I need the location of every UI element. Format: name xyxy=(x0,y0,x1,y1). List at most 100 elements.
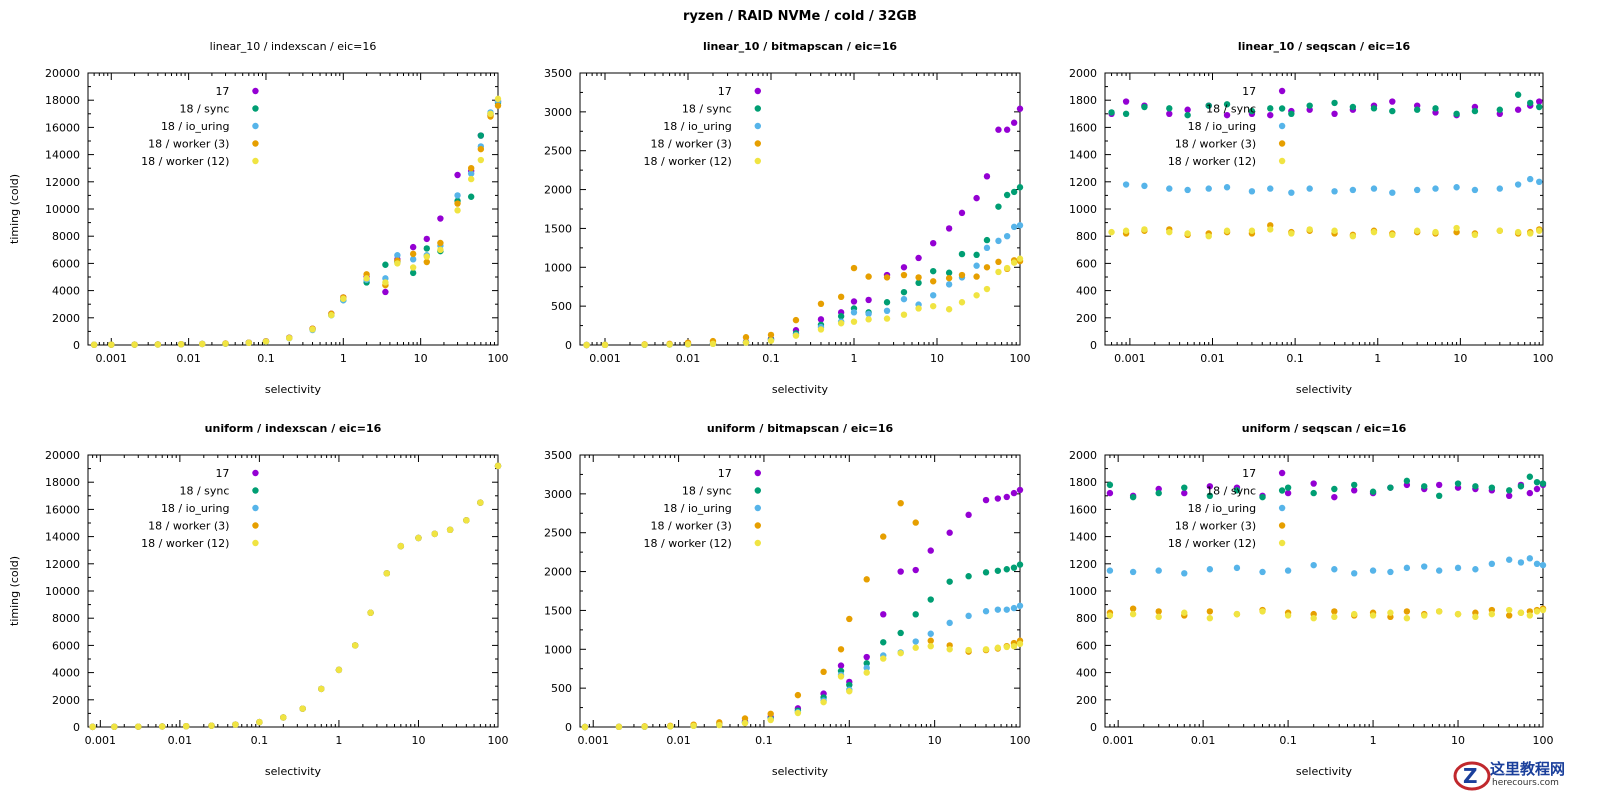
data-point xyxy=(262,338,270,345)
legend-marker xyxy=(252,504,259,512)
chart-title: uniform / seqscan / eic=16 xyxy=(1242,422,1407,435)
y-tick-label: 20000 xyxy=(45,449,80,462)
data-point xyxy=(1517,559,1525,566)
x-tick-label: 100 xyxy=(1533,734,1554,747)
legend-label: 18 / sync xyxy=(682,103,732,116)
data-point xyxy=(423,245,430,252)
data-point xyxy=(182,722,190,730)
series-18-io-uring xyxy=(1122,175,1543,196)
x-tick-label: 1 xyxy=(1374,352,1381,365)
data-point xyxy=(394,252,401,259)
data-point xyxy=(958,250,966,258)
x-tick-label: 1 xyxy=(1370,734,1377,747)
y-tick-label: 200 xyxy=(1076,694,1097,707)
data-point xyxy=(1526,489,1534,497)
chart-panel-1: linear_10 / indexscan / eic=16 0 2000 4000 6… xyxy=(8,40,509,396)
y-tick-label: 1600 xyxy=(1069,503,1097,516)
data-point xyxy=(1505,487,1513,494)
data-point xyxy=(1233,487,1241,494)
data-point xyxy=(1205,102,1212,109)
data-point xyxy=(1331,99,1338,107)
data-point xyxy=(1122,98,1130,105)
legend-label: 18 / worker (3) xyxy=(148,520,229,533)
data-point xyxy=(111,723,118,730)
legend-label: 18 / sync xyxy=(1206,103,1256,116)
data-point xyxy=(1505,492,1513,499)
data-point xyxy=(690,722,697,730)
x-tick-label: 0.01 xyxy=(168,734,193,747)
data-point xyxy=(1184,230,1191,237)
data-point xyxy=(1003,126,1011,133)
data-point xyxy=(897,568,904,575)
y-tick-label: 1800 xyxy=(1069,94,1097,107)
data-point xyxy=(382,288,389,296)
data-point xyxy=(1010,604,1018,612)
data-point xyxy=(1471,186,1479,194)
data-point xyxy=(409,269,417,277)
data-point xyxy=(1472,566,1479,573)
data-point xyxy=(286,334,293,342)
data-point xyxy=(883,307,891,315)
data-point xyxy=(1206,566,1214,573)
x-tick-label: 100 xyxy=(488,352,509,365)
data-point xyxy=(973,194,980,202)
data-point xyxy=(1533,608,1541,615)
y-tick-label: 3000 xyxy=(544,488,572,501)
plot-frame xyxy=(579,454,1021,728)
legend-marker xyxy=(252,469,259,477)
data-point xyxy=(865,310,872,318)
data-point xyxy=(863,664,870,672)
data-point xyxy=(912,644,919,651)
data-point xyxy=(958,299,966,306)
data-point xyxy=(929,239,937,247)
data-point xyxy=(397,542,405,550)
data-point xyxy=(927,630,934,637)
data-point xyxy=(1527,175,1534,183)
legend-marker xyxy=(1278,504,1286,512)
data-point xyxy=(1233,564,1241,572)
y-tick-label: 0 xyxy=(565,721,572,734)
chart-title: linear_10 / indexscan / eic=16 xyxy=(210,40,377,53)
x-axis-label: selectivity xyxy=(1296,383,1353,396)
data-point xyxy=(1310,489,1317,497)
data-point xyxy=(382,261,389,268)
data-point xyxy=(1533,485,1541,493)
legend-marker xyxy=(252,122,259,130)
legend-label: 18 / sync xyxy=(179,485,229,498)
data-point xyxy=(1453,224,1460,232)
data-point xyxy=(958,209,966,217)
data-point xyxy=(1288,189,1295,196)
legend-marker xyxy=(754,122,761,130)
data-point xyxy=(494,462,502,470)
data-point xyxy=(927,596,934,603)
data-point xyxy=(1016,640,1024,648)
series-18-worker-12- xyxy=(1106,606,1547,622)
data-point xyxy=(1488,610,1496,618)
legend-label: 17 xyxy=(1242,467,1256,480)
chart-panel-4: uniform / indexscan / eic=16 0 2000 4000 600… xyxy=(8,422,509,778)
data-point xyxy=(583,341,590,349)
data-point xyxy=(965,646,972,654)
data-point xyxy=(1403,608,1411,615)
data-point xyxy=(1349,233,1357,240)
legend-marker xyxy=(1278,122,1286,130)
data-point xyxy=(946,529,953,536)
data-point xyxy=(995,126,1002,133)
data-point xyxy=(1310,615,1317,622)
data-point xyxy=(982,608,990,615)
legend-label: 17 xyxy=(215,467,229,480)
data-point xyxy=(820,668,827,676)
data-point xyxy=(863,669,870,676)
data-point xyxy=(1472,613,1479,621)
legend-marker xyxy=(1278,157,1286,165)
x-axis-label: selectivity xyxy=(1296,765,1353,778)
data-point xyxy=(1166,185,1173,192)
data-point xyxy=(965,573,972,580)
data-point xyxy=(1184,111,1191,119)
data-point xyxy=(1517,609,1525,616)
data-point xyxy=(837,320,845,327)
data-point xyxy=(1331,485,1338,493)
data-point xyxy=(581,723,589,731)
y-tick-label: 1500 xyxy=(544,222,572,235)
data-point xyxy=(915,274,922,281)
